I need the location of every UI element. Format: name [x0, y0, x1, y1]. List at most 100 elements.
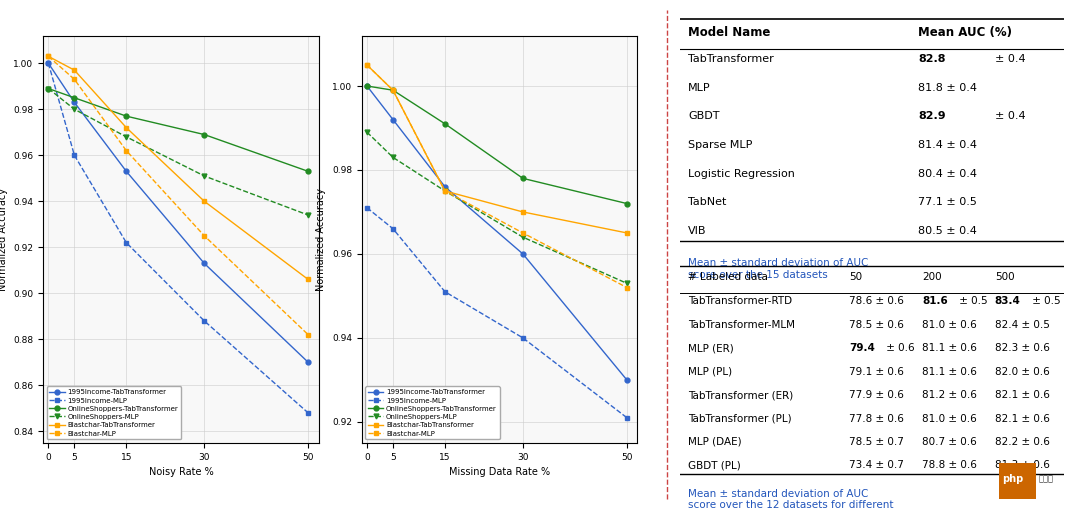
- Text: 80.5 ± 0.4: 80.5 ± 0.4: [918, 226, 977, 236]
- Text: 77.8 ± 0.6: 77.8 ± 0.6: [849, 413, 904, 423]
- Text: Mean AUC (%): Mean AUC (%): [918, 26, 1012, 39]
- Text: MLP: MLP: [688, 82, 711, 93]
- Text: ± 0.4: ± 0.4: [995, 111, 1025, 121]
- Line: 1995Income-MLP: 1995Income-MLP: [365, 205, 630, 420]
- X-axis label: Noisy Rate %: Noisy Rate %: [149, 467, 213, 477]
- Text: 77.9 ± 0.6: 77.9 ± 0.6: [849, 390, 904, 400]
- Text: 79.1 ± 0.6: 79.1 ± 0.6: [849, 366, 904, 377]
- Blastchar-MLP: [516, 230, 529, 236]
- Text: Model Name: Model Name: [688, 26, 770, 39]
- Line: Blastchar-TabTransformer: Blastchar-TabTransformer: [46, 54, 311, 282]
- Blastchar-MLP: [120, 148, 133, 154]
- 1995Income-TabTransformer: [68, 99, 81, 105]
- Blastchar-TabTransformer: [387, 87, 400, 93]
- Y-axis label: Normalized Accuracy: Normalized Accuracy: [0, 188, 8, 291]
- Text: 500: 500: [995, 272, 1014, 282]
- Text: TabNet: TabNet: [688, 197, 727, 207]
- OnlineShoppers-TabTransformer: [301, 168, 314, 175]
- OnlineShoppers-MLP: [361, 129, 374, 135]
- Line: OnlineShoppers-TabTransformer: OnlineShoppers-TabTransformer: [365, 83, 630, 206]
- Text: 79.4: 79.4: [849, 343, 875, 353]
- OnlineShoppers-MLP: [620, 280, 633, 287]
- Text: 78.5 ± 0.7: 78.5 ± 0.7: [849, 437, 904, 447]
- Text: 82.0 ± 0.6: 82.0 ± 0.6: [995, 366, 1050, 377]
- OnlineShoppers-TabTransformer: [361, 83, 374, 89]
- Blastchar-TabTransformer: [198, 198, 211, 204]
- Text: 82.8: 82.8: [918, 54, 946, 64]
- OnlineShoppers-MLP: [198, 173, 211, 179]
- OnlineShoppers-TabTransformer: [42, 86, 55, 92]
- Text: 80.7 ± 0.6: 80.7 ± 0.6: [922, 437, 976, 447]
- OnlineShoppers-MLP: [120, 134, 133, 140]
- 1995Income-TabTransformer: [516, 251, 529, 257]
- Text: TabTransformer (PL): TabTransformer (PL): [688, 413, 792, 423]
- OnlineShoppers-TabTransformer: [516, 175, 529, 181]
- Text: Mean ± standard deviation of AUC
score over the 12 datasets for different
number: Mean ± standard deviation of AUC score o…: [688, 489, 893, 509]
- Line: Blastchar-MLP: Blastchar-MLP: [46, 54, 311, 337]
- OnlineShoppers-TabTransformer: [387, 87, 400, 93]
- Blastchar-TabTransformer: [361, 62, 374, 68]
- 1995Income-MLP: [198, 318, 211, 324]
- 1995Income-MLP: [301, 410, 314, 416]
- Text: 81.1 ± 0.6: 81.1 ± 0.6: [922, 343, 976, 353]
- Text: 81.6: 81.6: [922, 296, 947, 306]
- 1995Income-MLP: [42, 60, 55, 66]
- Y-axis label: Normalized Accuracy: Normalized Accuracy: [316, 188, 326, 291]
- Text: TabTransformer: TabTransformer: [688, 54, 773, 64]
- Text: 81.4 ± 0.4: 81.4 ± 0.4: [918, 140, 977, 150]
- Line: OnlineShoppers-TabTransformer: OnlineShoppers-TabTransformer: [46, 86, 311, 174]
- OnlineShoppers-TabTransformer: [198, 131, 211, 137]
- 1995Income-MLP: [120, 240, 133, 246]
- Blastchar-MLP: [42, 53, 55, 60]
- Blastchar-TabTransformer: [68, 67, 81, 73]
- Line: OnlineShoppers-MLP: OnlineShoppers-MLP: [46, 86, 311, 217]
- Text: 81.2 ± 0.6: 81.2 ± 0.6: [922, 390, 976, 400]
- Bar: [999, 463, 1036, 499]
- Text: 82.4 ± 0.5: 82.4 ± 0.5: [995, 320, 1050, 330]
- Text: TabTransformer-RTD: TabTransformer-RTD: [688, 296, 793, 306]
- OnlineShoppers-MLP: [42, 86, 55, 92]
- Line: 1995Income-TabTransformer: 1995Income-TabTransformer: [365, 83, 630, 382]
- OnlineShoppers-TabTransformer: [120, 113, 133, 119]
- OnlineShoppers-TabTransformer: [68, 95, 81, 101]
- Text: ± 0.5: ± 0.5: [1028, 296, 1061, 306]
- OnlineShoppers-TabTransformer: [438, 121, 451, 127]
- Blastchar-MLP: [620, 285, 633, 291]
- Blastchar-MLP: [361, 62, 374, 68]
- Blastchar-TabTransformer: [438, 188, 451, 194]
- OnlineShoppers-MLP: [438, 188, 451, 194]
- 1995Income-TabTransformer: [301, 359, 314, 365]
- Blastchar-TabTransformer: [120, 125, 133, 131]
- X-axis label: Missing Data Rate %: Missing Data Rate %: [449, 467, 550, 477]
- Text: 81.0 ± 0.6: 81.0 ± 0.6: [922, 320, 976, 330]
- Text: VIB: VIB: [688, 226, 706, 236]
- Text: 82.1 ± 0.6: 82.1 ± 0.6: [995, 390, 1050, 400]
- 1995Income-MLP: [620, 415, 633, 421]
- Text: ± 0.6: ± 0.6: [882, 343, 915, 353]
- 1995Income-TabTransformer: [198, 260, 211, 266]
- OnlineShoppers-MLP: [516, 234, 529, 240]
- Text: 73.4 ± 0.7: 73.4 ± 0.7: [849, 461, 904, 470]
- Text: 82.9: 82.9: [918, 111, 946, 121]
- Text: GBDT (PL): GBDT (PL): [688, 461, 741, 470]
- Text: 78.6 ± 0.6: 78.6 ± 0.6: [849, 296, 904, 306]
- Text: MLP (DAE): MLP (DAE): [688, 437, 742, 447]
- Text: ± 0.5: ± 0.5: [956, 296, 987, 306]
- Blastchar-MLP: [198, 233, 211, 239]
- Text: Sparse MLP: Sparse MLP: [688, 140, 753, 150]
- Blastchar-TabTransformer: [301, 276, 314, 282]
- Text: 81.0 ± 0.6: 81.0 ± 0.6: [922, 413, 976, 423]
- 1995Income-TabTransformer: [620, 377, 633, 383]
- 1995Income-TabTransformer: [387, 117, 400, 123]
- Blastchar-MLP: [438, 188, 451, 194]
- Blastchar-MLP: [387, 87, 400, 93]
- Line: Blastchar-TabTransformer: Blastchar-TabTransformer: [365, 63, 630, 235]
- Text: 80.4 ± 0.4: 80.4 ± 0.4: [918, 168, 977, 179]
- 1995Income-MLP: [516, 335, 529, 341]
- OnlineShoppers-MLP: [387, 154, 400, 160]
- Text: Mean ± standard deviation of AUC
score over the 15 datasets: Mean ± standard deviation of AUC score o…: [688, 259, 868, 280]
- Blastchar-MLP: [68, 76, 81, 82]
- Line: OnlineShoppers-MLP: OnlineShoppers-MLP: [365, 130, 630, 286]
- Text: 50: 50: [849, 272, 862, 282]
- Text: 82.2 ± 0.6: 82.2 ± 0.6: [995, 437, 1050, 447]
